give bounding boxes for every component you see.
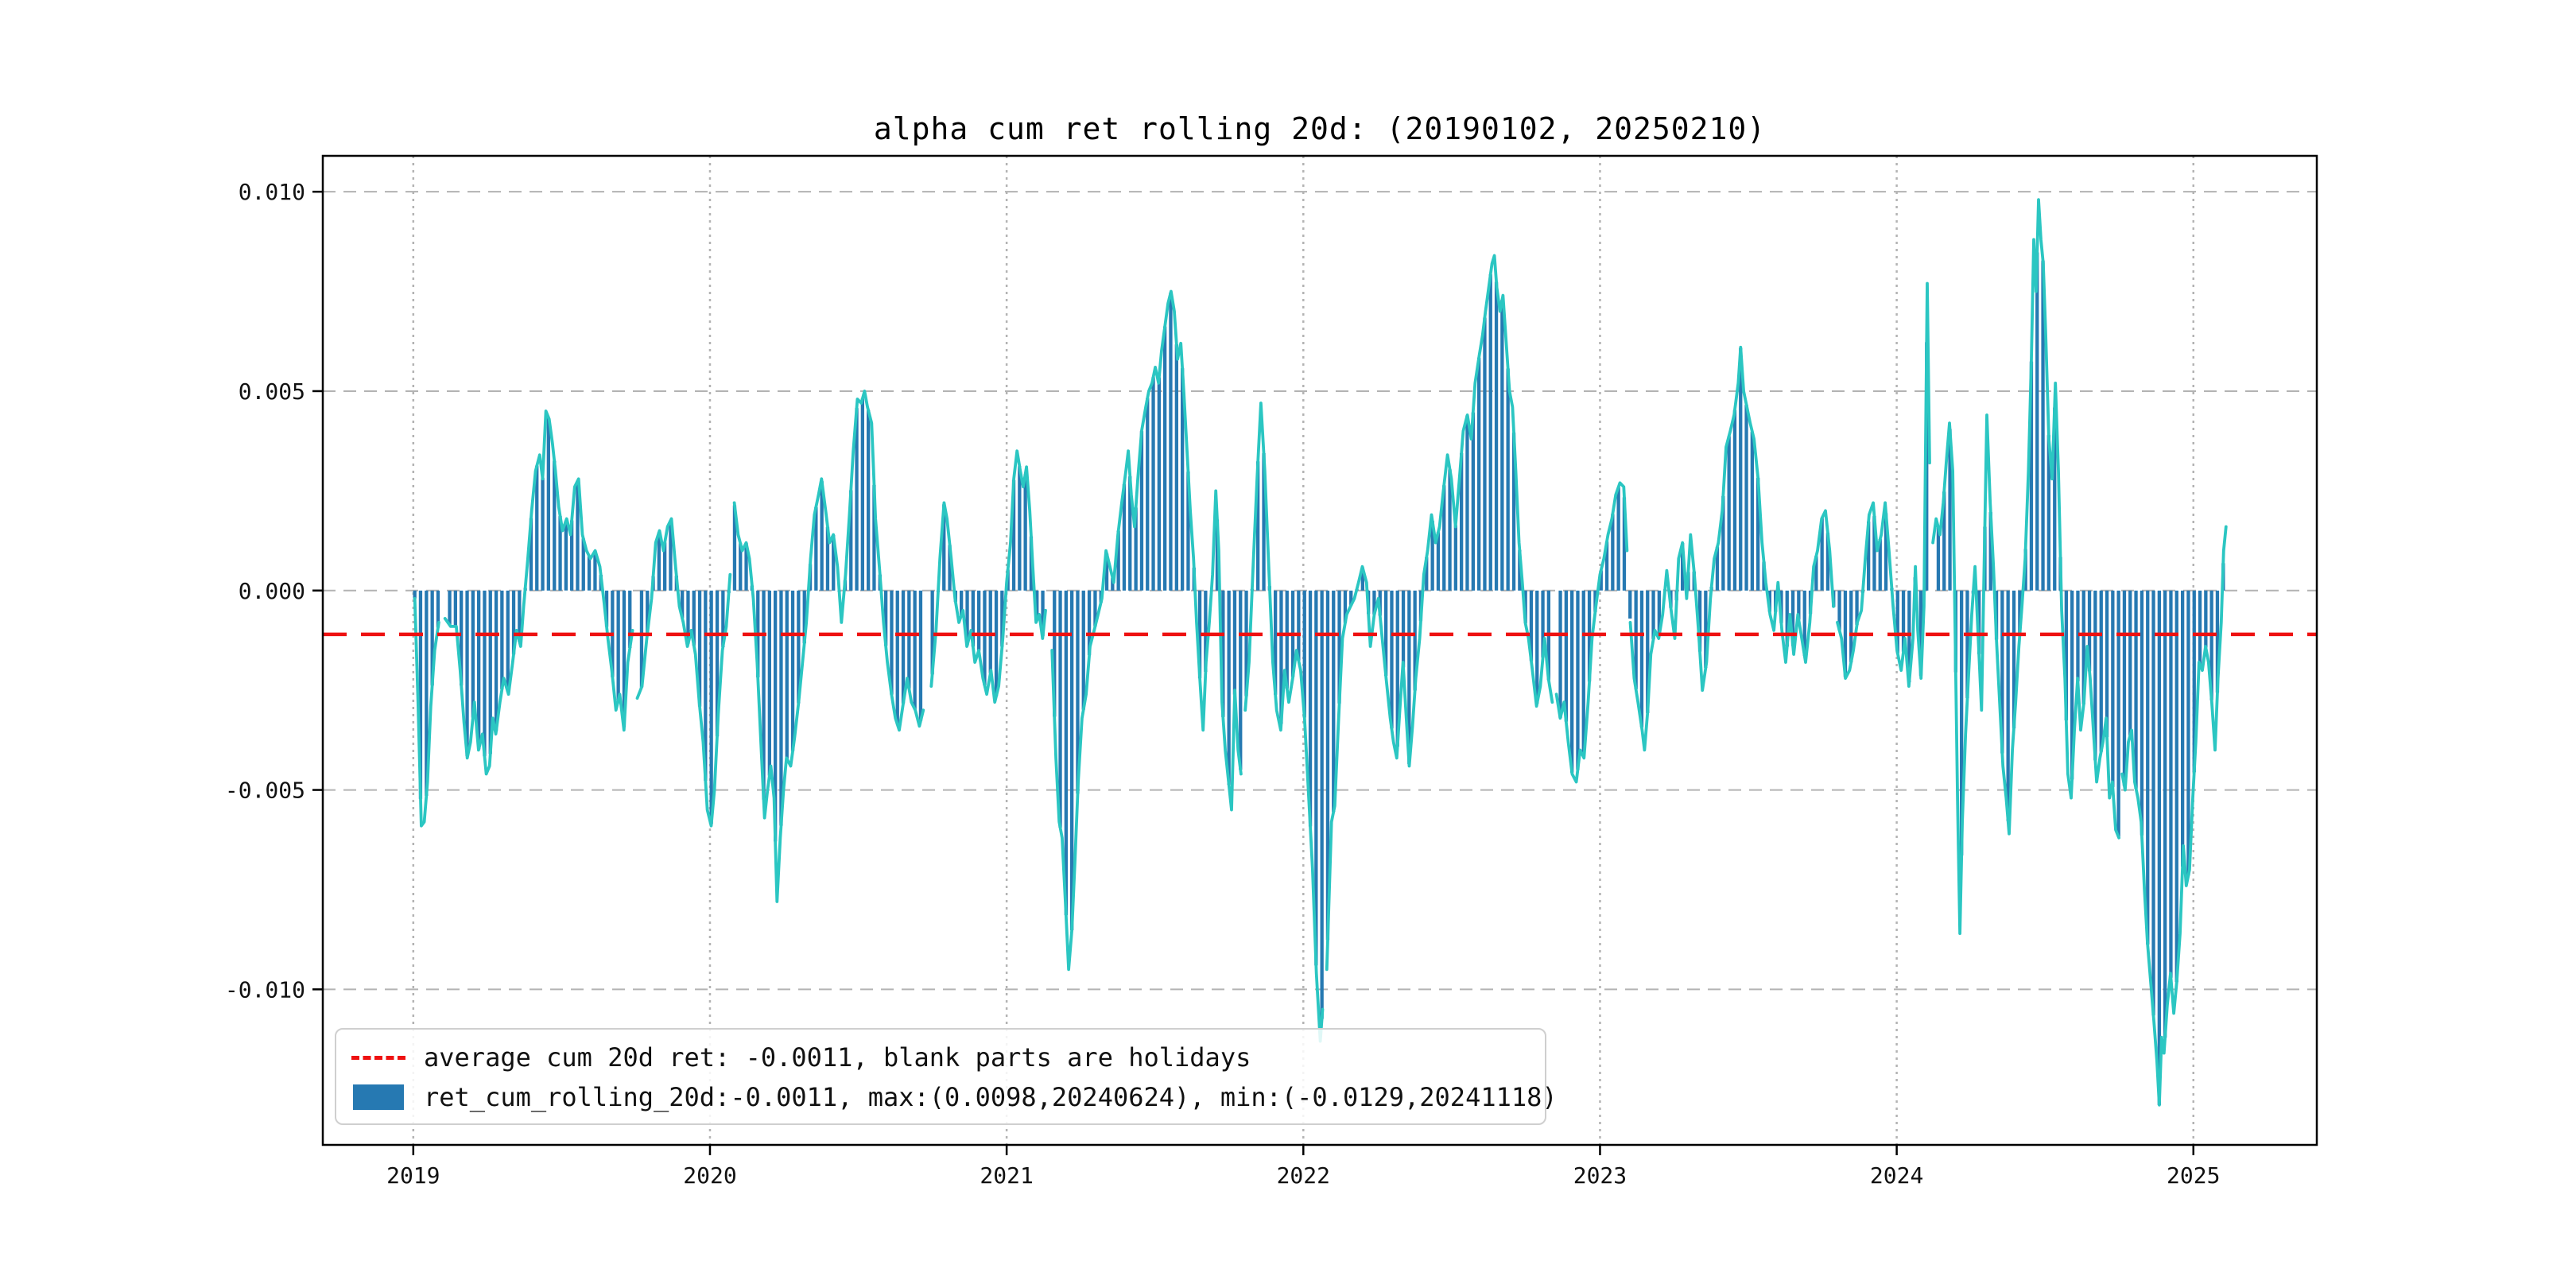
x-axis: 2019 2020 2021 2022 2023 2024 2025 xyxy=(386,1145,2220,1189)
x-tick-label: 2024 xyxy=(1870,1162,1923,1189)
blue-patch-swatch xyxy=(351,1084,406,1110)
y-axis: 0.010 0.005 0.000 -0.005 -0.010 xyxy=(225,179,323,1003)
x-tick-label: 2023 xyxy=(1573,1162,1627,1189)
legend: average cum 20d ret: -0.0011, blank part… xyxy=(335,1028,1558,1125)
x-tick-label: 2021 xyxy=(980,1162,1033,1189)
x-tick-label: 2025 xyxy=(2167,1162,2220,1189)
bars-series xyxy=(413,252,2225,1105)
legend-item-average: average cum 20d ret: -0.0011, blank part… xyxy=(351,1039,1530,1076)
y-tick-label: -0.010 xyxy=(225,976,305,1003)
y-tick-label: -0.005 xyxy=(225,778,305,804)
y-tick-label: 0.010 xyxy=(239,179,305,205)
grid xyxy=(323,156,2317,1145)
legend-label-average: average cum 20d ret: -0.0011, blank part… xyxy=(424,1042,1251,1073)
chart-title: alpha cum ret rolling 20d: (20190102, 20… xyxy=(873,111,1767,146)
y-tick-label: 0.005 xyxy=(239,378,305,405)
legend-label-series: ret_cum_rolling_20d:-0.0011, max:(0.0098… xyxy=(424,1082,1558,1112)
legend-item-series: ret_cum_rolling_20d:-0.0011, max:(0.0098… xyxy=(351,1079,1558,1115)
plot-frame xyxy=(321,154,2318,1146)
x-tick-label: 2020 xyxy=(683,1162,736,1189)
red-dashed-line-swatch xyxy=(351,1055,406,1060)
x-tick-label: 2022 xyxy=(1277,1162,1330,1189)
x-tick-label: 2019 xyxy=(386,1162,440,1189)
y-tick-label: 0.000 xyxy=(239,578,305,604)
